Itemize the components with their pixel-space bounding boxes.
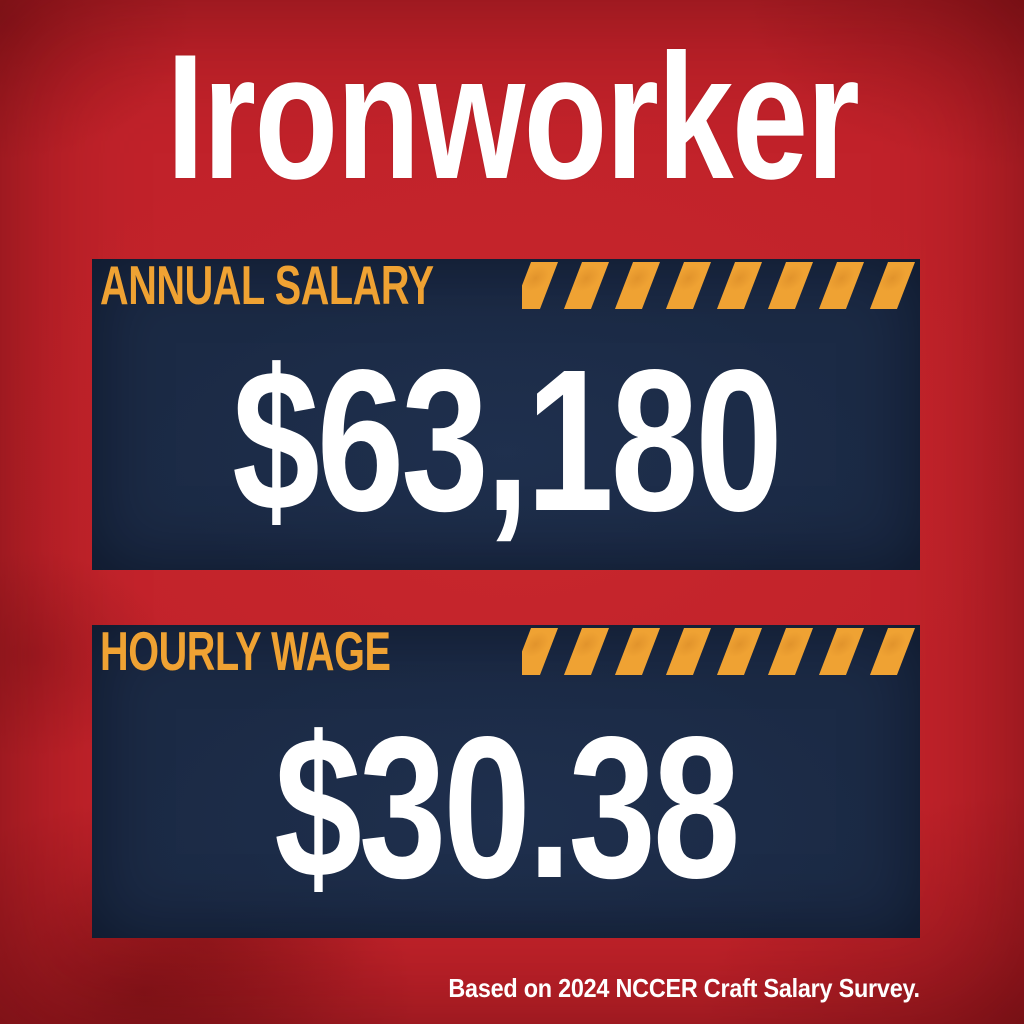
hazard-stripes: [522, 262, 920, 309]
hazard-stripe-icon: [614, 628, 661, 675]
hazard-stripe-icon: [563, 262, 610, 309]
source-note-text: Based on 2024 NCCER Craft Salary Survey.: [448, 973, 921, 1003]
hourly-wage-label: HOURLY WAGE: [100, 620, 391, 682]
hazard-stripe-icon: [563, 628, 610, 675]
annual-salary-value: $63,180: [92, 309, 920, 570]
hazard-stripe-icon: [767, 628, 814, 675]
hazard-stripe-icon: [869, 628, 916, 675]
hazard-stripe-icon: [665, 262, 712, 309]
hourly-wage-amount: $30.38: [274, 693, 740, 920]
hazard-stripe-icon: [716, 262, 763, 309]
page-title-text: Ironworker: [166, 17, 860, 216]
hazard-stripe-icon: [665, 628, 712, 675]
annual-salary-header: ANNUAL SALARY: [92, 254, 920, 316]
hourly-wage-value: $30.38: [92, 675, 920, 938]
hazard-stripe-icon: [869, 262, 916, 309]
page-title: Ironworker: [0, 28, 1024, 206]
hazard-stripe-icon: [614, 262, 661, 309]
hourly-wage-panel: HOURLY WAGE $30.38: [92, 620, 920, 938]
hazard-stripe-icon: [716, 628, 763, 675]
annual-salary-label: ANNUAL SALARY: [100, 254, 434, 316]
hazard-stripe-icon: [767, 262, 814, 309]
annual-salary-amount: $63,180: [232, 326, 783, 553]
hazard-stripes: [522, 628, 920, 675]
hazard-stripe-icon: [818, 262, 865, 309]
source-note: Based on 2024 NCCER Craft Salary Survey.: [320, 973, 921, 1003]
hazard-stripe-icon: [522, 262, 559, 309]
annual-salary-panel: ANNUAL SALARY $63,180: [92, 254, 920, 570]
hazard-stripe-icon: [818, 628, 865, 675]
hazard-stripe-icon: [522, 628, 559, 675]
hourly-wage-header: HOURLY WAGE: [92, 620, 920, 682]
